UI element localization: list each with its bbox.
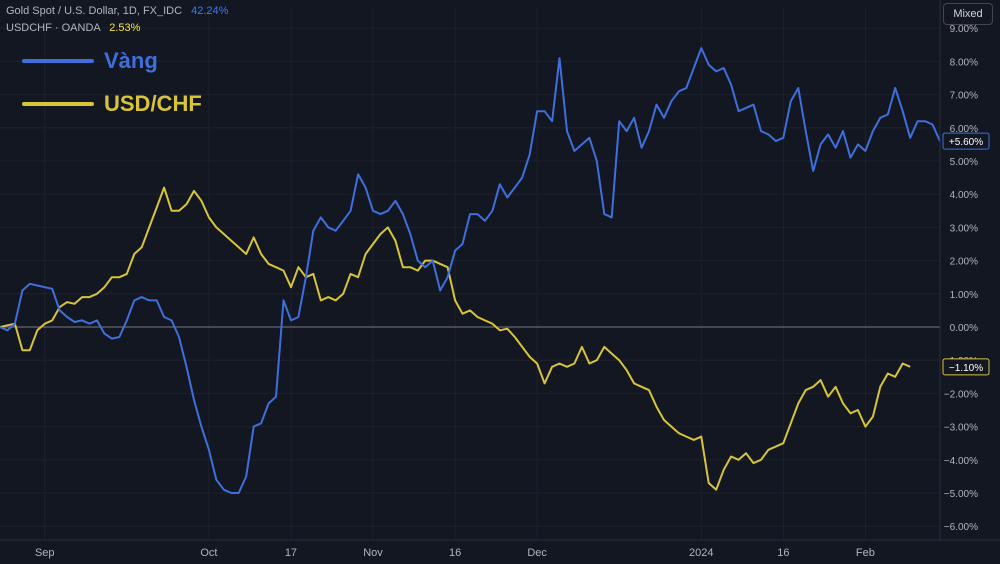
- y-tick-label: 7.00%: [950, 91, 978, 102]
- y-tick-label: 2.00%: [950, 257, 978, 268]
- price-scale[interactable]: 9.00% 8.00% 7.00% 6.00% 5.00% 4.00% 3.00% 2.00%…: [939, 0, 978, 540]
- series-header-gold-change: 42.24%: [191, 5, 229, 17]
- y-tick-label: 8.00%: [950, 57, 978, 68]
- x-tick-label: 17: [285, 547, 297, 559]
- series-line-usdchf[interactable]: [0, 186, 911, 491]
- badge-value: −1.10%: [949, 363, 983, 374]
- legend-swatch-gold: [22, 59, 94, 63]
- time-scale[interactable]: Sep Oct 17 Nov 16 Dec 2024 16 Feb: [0, 539, 1000, 559]
- x-tick-label: 16: [449, 547, 461, 559]
- badge-frame: [942, 358, 990, 376]
- series-header-gold[interactable]: Gold Spot / U.S. Dollar, 1D, FX_IDC 42.2…: [6, 5, 228, 17]
- series-header-gold-label: Gold Spot / U.S. Dollar, 1D, FX_IDC: [6, 5, 183, 17]
- last-value-badge-usdchf: −1.10%: [942, 358, 990, 376]
- series-header-usdchf[interactable]: USDCHF · OANDA 2.53%: [6, 22, 140, 34]
- y-tick-label: 6.00%: [950, 124, 978, 135]
- y-tick-label: 0.00%: [950, 323, 978, 334]
- x-tick-label: Oct: [200, 547, 217, 559]
- plot-area[interactable]: [0, 47, 941, 494]
- x-tick-label: Dec: [527, 547, 547, 559]
- y-tick-label: 1.00%: [950, 290, 978, 301]
- legend-item-gold: Vàng: [22, 48, 158, 74]
- y-tick-label: 3.00%: [950, 223, 978, 234]
- badge-value: +5.60%: [949, 137, 983, 148]
- y-tick-label: −2.00%: [944, 389, 978, 400]
- y-tick-label: −5.00%: [944, 489, 978, 500]
- y-tick-label: −3.00%: [944, 423, 978, 434]
- y-tick-label: 9.00%: [950, 24, 978, 35]
- x-tick-label: 16: [777, 547, 789, 559]
- badge-frame: [942, 132, 990, 150]
- x-tick-label: 2024: [689, 547, 713, 559]
- series-header-usdchf-change: 2.53%: [109, 22, 141, 34]
- x-tick-label: Sep: [35, 547, 55, 559]
- x-tick-label: Feb: [856, 547, 875, 559]
- legend-swatch-usdchf: [22, 102, 94, 106]
- legend-item-usdchf: USD/CHF: [22, 91, 202, 117]
- y-tick-label: 4.00%: [950, 190, 978, 201]
- y-tick-label: −4.00%: [944, 456, 978, 467]
- last-value-badge-gold: +5.60%: [942, 132, 990, 150]
- series-header-usdchf-label: USDCHF · OANDA: [6, 22, 101, 34]
- chart-grid: [0, 8, 940, 540]
- last-value-badges: +5.60% −1.10%: [942, 132, 990, 376]
- x-tick-label: Nov: [363, 547, 383, 559]
- y-tick-label: −6.00%: [944, 522, 978, 533]
- legend-label-gold: Vàng: [104, 48, 158, 73]
- series-line-gold[interactable]: [0, 47, 941, 494]
- scale-mode-button[interactable]: Mixed: [943, 3, 993, 25]
- y-tick-label: 5.00%: [950, 157, 978, 168]
- legend-label-usdchf: USD/CHF: [104, 91, 202, 116]
